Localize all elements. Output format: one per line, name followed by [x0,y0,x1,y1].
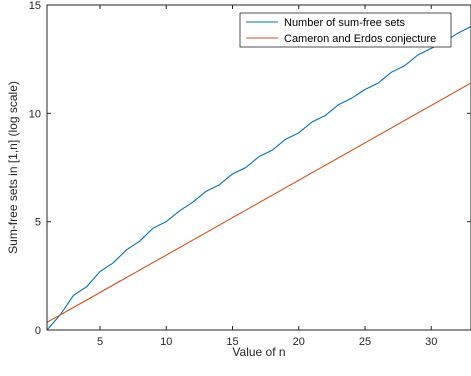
x-tick-label: 15 [226,336,238,348]
x-tick-label: 5 [97,336,103,348]
plot-area [47,26,471,330]
legend-entry: Cameron and Erdos conjecture [284,33,436,45]
x-axis-label: Value of n [232,345,285,359]
y-tick-label: 0 [35,325,41,337]
legend-entry: Number of sum-free sets [284,17,406,29]
ticks: 5 10 15 20 25 30 0 5 10 15 [29,0,471,348]
x-tick-label: 10 [160,336,172,348]
legend: Number of sum-free sets Cameron and Erdos… [239,12,452,48]
axes-box [46,4,471,331]
x-tick-label: 25 [359,336,371,348]
legend-box [239,12,452,48]
series-line-2 [47,82,471,323]
y-tick-label: 5 [35,217,41,229]
x-tick-label: 30 [425,336,437,348]
y-axis-label: Sum-free sets in [1,n] (log scale) [6,81,20,254]
y-tick-label: 15 [29,0,41,12]
y-tick-label: 10 [29,108,41,120]
x-tick-label: 20 [293,336,305,348]
series-line-1 [47,26,471,330]
